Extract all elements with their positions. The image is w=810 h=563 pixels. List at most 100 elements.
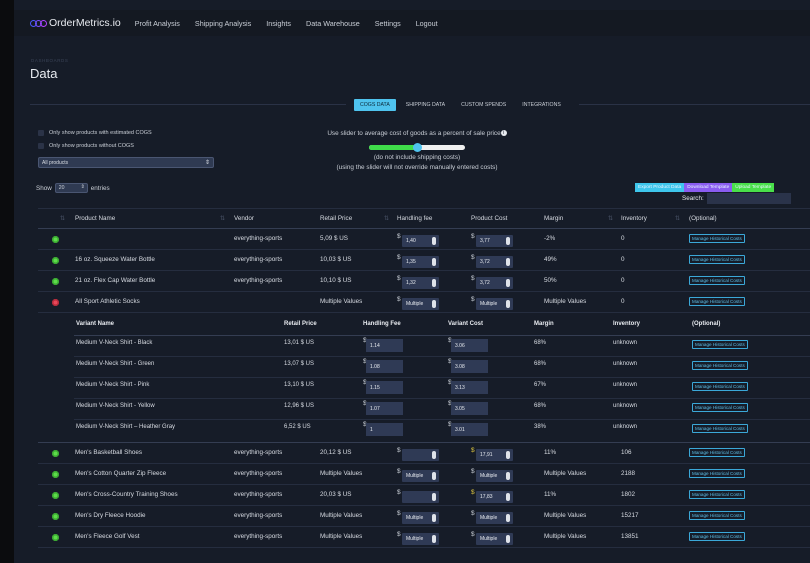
table-row[interactable]: Men's Cross-Country Training Shoes every… bbox=[38, 485, 810, 506]
variant-cost-input[interactable]: 3.13 bbox=[451, 381, 488, 394]
nav-data-warehouse[interactable]: Data Warehouse bbox=[306, 18, 360, 28]
table-row[interactable]: 21 oz. Flex Cap Water Bottle everything-… bbox=[38, 271, 810, 292]
tab-cogs-data[interactable]: COGS DATA bbox=[354, 99, 396, 111]
product-cost-input[interactable]: 3,77 bbox=[476, 235, 513, 247]
spinner-icon[interactable] bbox=[432, 472, 436, 480]
sort-icon[interactable]: ⇅ bbox=[384, 216, 390, 222]
col-product-cost[interactable]: Product Cost bbox=[471, 215, 508, 222]
handling-fee-input[interactable]: Multiple bbox=[402, 298, 439, 310]
handling-fee-input[interactable]: 1.07 bbox=[366, 402, 403, 415]
table-row[interactable]: Men's Cotton Quarter Zip Fleece everythi… bbox=[38, 464, 810, 485]
estimated-cogs-checkbox[interactable] bbox=[38, 130, 44, 136]
handling-fee-input[interactable]: 1,40 bbox=[402, 235, 439, 247]
variant-row[interactable]: Medium V-Neck Shirt - Yellow 12,96 $ US … bbox=[74, 399, 810, 420]
col-margin[interactable]: Margin bbox=[544, 215, 564, 222]
manage-historical-costs-button[interactable]: Manage Historical Costs bbox=[692, 382, 748, 391]
variant-row[interactable]: Medium V-Neck Shirt – Heather Gray 6,52 … bbox=[74, 420, 810, 441]
manage-historical-costs-button[interactable]: Manage Historical Costs bbox=[689, 469, 745, 478]
upload-template-button[interactable]: Upload Template bbox=[732, 183, 775, 192]
col-product-name[interactable]: Product Name bbox=[75, 215, 116, 222]
variant-row[interactable]: Medium V-Neck Shirt - Pink 13,10 $ US $ … bbox=[74, 378, 810, 399]
product-cost-input[interactable]: 3,72 bbox=[476, 256, 513, 268]
variant-cost-input[interactable]: 3.08 bbox=[451, 360, 488, 373]
product-cost-input[interactable]: 17,91 bbox=[476, 449, 513, 461]
nav-logout[interactable]: Logout bbox=[415, 18, 438, 28]
search-input[interactable] bbox=[706, 193, 791, 204]
product-cost-input[interactable]: Multiple bbox=[476, 298, 513, 310]
spinner-icon[interactable] bbox=[506, 279, 510, 287]
manage-historical-costs-button[interactable]: Manage Historical Costs bbox=[689, 490, 745, 499]
spinner-icon[interactable] bbox=[506, 300, 510, 308]
product-filter-select[interactable]: All products ⇕ bbox=[38, 157, 214, 168]
variant-cost-input[interactable]: 3.05 bbox=[451, 402, 488, 415]
info-icon[interactable]: i bbox=[500, 130, 507, 137]
manage-historical-costs-button[interactable]: Manage Historical Costs bbox=[689, 276, 745, 285]
handling-fee-input[interactable]: 1,32 bbox=[402, 277, 439, 289]
product-cost-input[interactable]: 3,72 bbox=[476, 277, 513, 289]
tab-integrations[interactable]: INTEGRATIONS bbox=[522, 102, 561, 108]
entries-select[interactable]: 20 ⇕ bbox=[54, 183, 88, 193]
table-row[interactable]: Men's Basketball Shoes everything-sports… bbox=[38, 443, 810, 464]
variant-row[interactable]: Medium V-Neck Shirt - Black 13,01 $ US $… bbox=[74, 336, 810, 357]
manage-historical-costs-button[interactable]: Manage Historical Costs bbox=[689, 511, 745, 520]
product-cost-input[interactable]: Multiple bbox=[476, 470, 513, 482]
handling-fee-input[interactable]: Multiple bbox=[402, 533, 439, 545]
table-row-expanded[interactable]: All Sport Athletic Socks Multiple Values… bbox=[38, 292, 810, 313]
handling-fee-input[interactable]: 1 bbox=[366, 423, 403, 436]
spinner-icon[interactable] bbox=[432, 493, 436, 501]
handling-fee-input[interactable]: Multiple bbox=[402, 512, 439, 524]
spinner-icon[interactable] bbox=[506, 493, 510, 501]
spinner-icon[interactable] bbox=[432, 451, 436, 459]
manage-historical-costs-button[interactable]: Manage Historical Costs bbox=[689, 448, 745, 457]
tab-shipping-data[interactable]: SHIPPING DATA bbox=[405, 102, 446, 108]
slider-handle[interactable] bbox=[413, 143, 422, 152]
handling-fee-input[interactable]: 1.15 bbox=[366, 381, 403, 394]
nav-insights[interactable]: Insights bbox=[266, 18, 292, 28]
without-cogs-checkbox[interactable] bbox=[38, 143, 44, 149]
nav-profit-analysis[interactable]: Profit Analysis bbox=[134, 18, 180, 28]
sort-icon[interactable]: ⇅ bbox=[220, 216, 226, 222]
col-handling-fee[interactable]: Handling fee bbox=[397, 215, 433, 222]
handling-fee-input[interactable]: Multiple bbox=[402, 470, 439, 482]
filter-estimated-cogs[interactable]: Only show products with estimated COGS bbox=[38, 130, 152, 136]
spinner-icon[interactable] bbox=[432, 514, 436, 522]
spinner-icon[interactable] bbox=[432, 237, 436, 245]
export-product-data-button[interactable]: Export Product Data bbox=[635, 183, 685, 192]
cogs-percent-slider[interactable] bbox=[369, 143, 465, 152]
manage-historical-costs-button[interactable]: Manage Historical Costs bbox=[689, 234, 745, 243]
handling-fee-input[interactable]: 1,35 bbox=[402, 256, 439, 268]
manage-historical-costs-button[interactable]: Manage Historical Costs bbox=[692, 424, 748, 433]
table-row[interactable]: Men's Dry Fleece Hoodie everything-sport… bbox=[38, 506, 810, 527]
download-template-button[interactable]: Download Template bbox=[684, 183, 733, 192]
product-cost-input[interactable]: Multiple bbox=[476, 512, 513, 524]
col-vendor[interactable]: Vendor bbox=[234, 215, 254, 222]
spinner-icon[interactable] bbox=[506, 237, 510, 245]
sort-icon[interactable]: ⇅ bbox=[675, 216, 681, 222]
spinner-icon[interactable] bbox=[506, 472, 510, 480]
spinner-icon[interactable] bbox=[506, 535, 510, 543]
brand-logo[interactable]: OrderMetrics.io bbox=[30, 17, 121, 29]
sort-icon[interactable]: ⇅ bbox=[608, 216, 614, 222]
product-cost-input[interactable]: Multiple bbox=[476, 533, 513, 545]
spinner-icon[interactable] bbox=[506, 451, 510, 459]
col-inventory[interactable]: Inventory bbox=[621, 215, 647, 222]
handling-fee-input[interactable]: 1.08 bbox=[366, 360, 403, 373]
spinner-icon[interactable] bbox=[432, 535, 436, 543]
handling-fee-input[interactable]: 1.14 bbox=[366, 339, 403, 352]
spinner-icon[interactable] bbox=[506, 258, 510, 266]
nav-shipping-analysis[interactable]: Shipping Analysis bbox=[194, 18, 252, 28]
handling-fee-input[interactable] bbox=[402, 449, 439, 461]
spinner-icon[interactable] bbox=[432, 279, 436, 287]
col-retail-price[interactable]: Retail Price bbox=[320, 215, 353, 222]
variant-row[interactable]: Medium V-Neck Shirt - Green 13,07 $ US $… bbox=[74, 357, 810, 378]
handling-fee-input[interactable] bbox=[402, 491, 439, 503]
table-row[interactable]: Men's Fleece Golf Vest everything-sports… bbox=[38, 527, 810, 548]
nav-settings[interactable]: Settings bbox=[374, 18, 401, 28]
spinner-icon[interactable] bbox=[432, 258, 436, 266]
table-row[interactable]: everything-sports 5,09 $ US $ 1,40 $ 3,7… bbox=[38, 229, 810, 250]
table-row[interactable]: 16 oz. Squeeze Water Bottle everything-s… bbox=[38, 250, 810, 271]
variant-cost-input[interactable]: 3.01 bbox=[451, 423, 488, 436]
manage-historical-costs-button[interactable]: Manage Historical Costs bbox=[692, 340, 748, 349]
product-cost-input[interactable]: 17,83 bbox=[476, 491, 513, 503]
variant-cost-input[interactable]: 3.06 bbox=[451, 339, 488, 352]
